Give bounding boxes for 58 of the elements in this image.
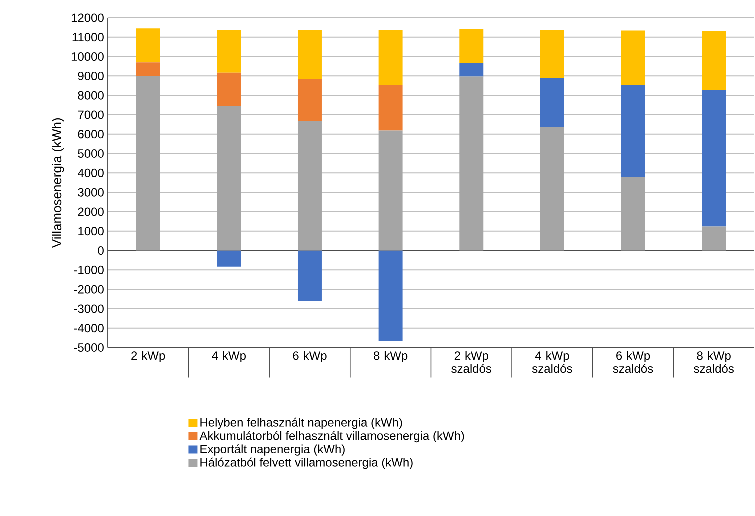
bar — [298, 80, 322, 122]
x-tick-label: 6 kWp — [293, 351, 327, 363]
y-tick-label: 2000 — [78, 208, 104, 216]
y-tick-label: 0 — [98, 246, 104, 256]
bar — [460, 64, 484, 77]
legend-label: Exportált napenergia (kWh) — [200, 444, 345, 456]
y-tick-label: 7000 — [78, 110, 104, 120]
y-tick-label: -3000 — [74, 304, 104, 314]
legend-label: Helyben felhasznált napenergia (kWh) — [200, 418, 402, 430]
x-tick-label: 8 kWp szaldós — [694, 351, 734, 374]
bar — [378, 85, 403, 131]
bar — [217, 106, 242, 251]
bar — [621, 178, 646, 251]
y-tick-label: 10000 — [72, 52, 104, 62]
y-tick-label: -4000 — [74, 324, 104, 333]
bar — [460, 30, 484, 64]
bar — [298, 30, 322, 80]
y-tick-label: 3000 — [78, 188, 104, 197]
bar — [217, 73, 242, 106]
y-tick-label: 8000 — [78, 92, 104, 100]
y-tick-label: 9000 — [78, 72, 104, 81]
bar — [460, 76, 484, 251]
bar — [217, 30, 242, 74]
y-tick-label: 12000 — [72, 14, 104, 22]
bar — [136, 62, 160, 76]
bar — [378, 250, 403, 342]
bar — [702, 90, 726, 227]
bar — [621, 30, 646, 86]
bar — [298, 250, 322, 302]
y-tick-label: 11000 — [72, 33, 104, 42]
bar — [378, 30, 403, 86]
y-tick-label: -5000 — [74, 344, 104, 352]
bar — [540, 30, 564, 79]
y-tick-label: 4000 — [78, 169, 104, 178]
y-tick-label: -2000 — [74, 286, 104, 294]
y-tick-label: 5000 — [78, 150, 104, 158]
bar — [540, 78, 564, 128]
x-tick-label: 2 kWp szaldós — [452, 351, 492, 374]
bar — [136, 28, 160, 63]
y-tick-label: 6000 — [78, 130, 104, 139]
x-tick-label: 6 kWp szaldós — [613, 351, 654, 374]
bar — [540, 128, 564, 251]
x-tick-label: 2 kWp — [132, 351, 166, 363]
x-tick-label: 8 kWp — [374, 351, 408, 363]
bar — [702, 226, 726, 251]
bar — [136, 76, 160, 251]
bar — [298, 122, 322, 251]
bar — [621, 86, 646, 178]
y-axis-title: Villamosenergia (kWh) — [52, 118, 64, 248]
bar — [378, 130, 403, 251]
legend-label: Akkumulátorból felhasznált villamosenergia (kWh) — [200, 431, 464, 443]
x-tick-label: 4 kWp — [212, 351, 246, 363]
y-tick-label: -1000 — [74, 266, 104, 275]
x-tick-label: 4 kWp szaldós — [532, 351, 572, 374]
y-tick-label: 1000 — [78, 227, 104, 236]
bar — [702, 31, 726, 90]
bar — [217, 250, 242, 268]
legend-label: Hálózatból felvett villamosenergia (kWh) — [200, 458, 413, 470]
